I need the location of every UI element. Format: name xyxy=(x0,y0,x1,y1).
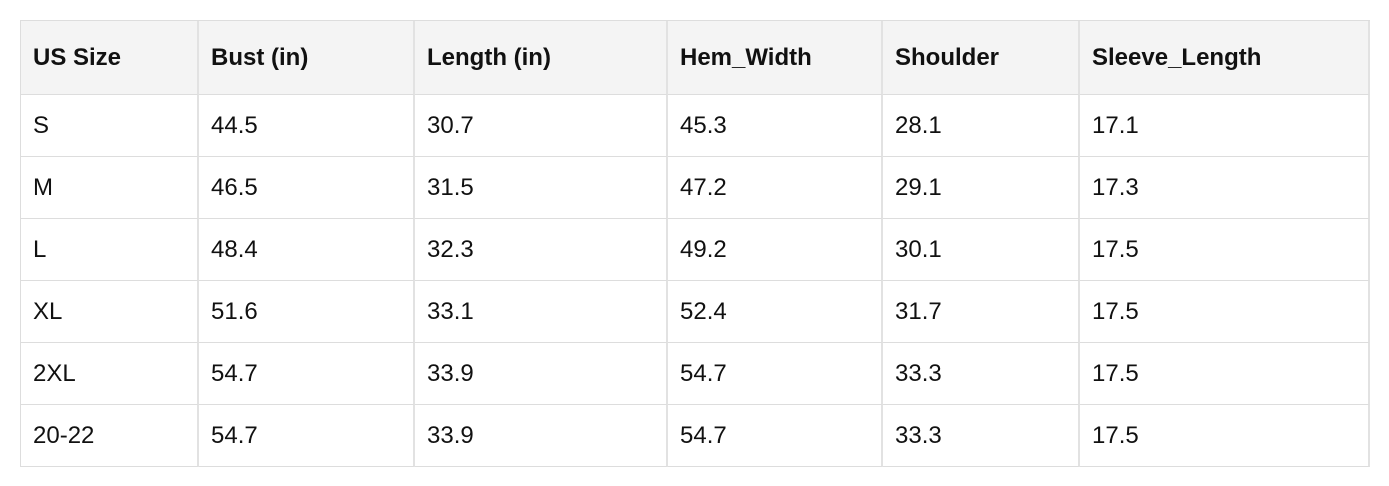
table-cell: 17.5 xyxy=(1080,405,1370,467)
table-cell: S xyxy=(21,95,199,157)
table-cell: 31.7 xyxy=(883,281,1080,343)
header-cell: Sleeve_Length xyxy=(1080,21,1370,95)
table-row: S 44.5 30.7 45.3 28.1 17.1 xyxy=(21,95,1370,157)
table-cell: 17.1 xyxy=(1080,95,1370,157)
table-cell: 30.7 xyxy=(415,95,668,157)
table-row: 20-22 54.7 33.9 54.7 33.3 17.5 xyxy=(21,405,1370,467)
table-cell: 54.7 xyxy=(199,405,415,467)
table-cell: 33.9 xyxy=(415,343,668,405)
table-row: L 48.4 32.3 49.2 30.1 17.5 xyxy=(21,219,1370,281)
header-cell: Length (in) xyxy=(415,21,668,95)
table-cell: XL xyxy=(21,281,199,343)
table-cell: 33.1 xyxy=(415,281,668,343)
table-cell: 33.9 xyxy=(415,405,668,467)
table-cell: 17.5 xyxy=(1080,281,1370,343)
table-cell: 47.2 xyxy=(668,157,883,219)
size-table: US Size Bust (in) Length (in) Hem_Width Shou… xyxy=(20,20,1370,467)
table-cell: 33.3 xyxy=(883,343,1080,405)
table-cell: M xyxy=(21,157,199,219)
table-cell: 2XL xyxy=(21,343,199,405)
table-cell: 46.5 xyxy=(199,157,415,219)
table-cell: 33.3 xyxy=(883,405,1080,467)
table-cell: 31.5 xyxy=(415,157,668,219)
header-row: US Size Bust (in) Length (in) Hem_Width Shou… xyxy=(21,21,1370,95)
table-cell: 45.3 xyxy=(668,95,883,157)
table-row: XL 51.6 33.1 52.4 31.7 17.5 xyxy=(21,281,1370,343)
table-cell: 17.5 xyxy=(1080,343,1370,405)
table-cell: L xyxy=(21,219,199,281)
header-cell: Hem_Width xyxy=(668,21,883,95)
table-cell: 28.1 xyxy=(883,95,1080,157)
table-cell: 54.7 xyxy=(668,343,883,405)
table-row: M 46.5 31.5 47.2 29.1 17.3 xyxy=(21,157,1370,219)
table-cell: 51.6 xyxy=(199,281,415,343)
table-cell: 54.7 xyxy=(668,405,883,467)
header-cell: US Size xyxy=(21,21,199,95)
table-body: S 44.5 30.7 45.3 28.1 17.1 M 46.5 31.5 47.2 29.1 17… xyxy=(21,95,1370,467)
table-cell: 52.4 xyxy=(668,281,883,343)
table-cell: 54.7 xyxy=(199,343,415,405)
table-cell: 17.5 xyxy=(1080,219,1370,281)
table-cell: 32.3 xyxy=(415,219,668,281)
header-cell: Bust (in) xyxy=(199,21,415,95)
table-cell: 44.5 xyxy=(199,95,415,157)
table-cell: 17.3 xyxy=(1080,157,1370,219)
table-row: 2XL 54.7 33.9 54.7 33.3 17.5 xyxy=(21,343,1370,405)
table-cell: 49.2 xyxy=(668,219,883,281)
table-cell: 48.4 xyxy=(199,219,415,281)
header-cell: Shoulder xyxy=(883,21,1080,95)
table-cell: 30.1 xyxy=(883,219,1080,281)
table-cell: 29.1 xyxy=(883,157,1080,219)
table-cell: 20-22 xyxy=(21,405,199,467)
